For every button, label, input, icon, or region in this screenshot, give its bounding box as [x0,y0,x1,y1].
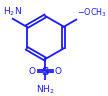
Text: O: O [29,67,36,76]
Text: $\mathregular{-OCH_3}$: $\mathregular{-OCH_3}$ [77,6,107,19]
Text: $\mathregular{H_2N}$: $\mathregular{H_2N}$ [3,5,22,18]
Text: O: O [55,67,62,76]
Text: $\mathbf{S}$: $\mathbf{S}$ [41,65,50,77]
Text: $\mathregular{NH_2}$: $\mathregular{NH_2}$ [36,84,55,96]
